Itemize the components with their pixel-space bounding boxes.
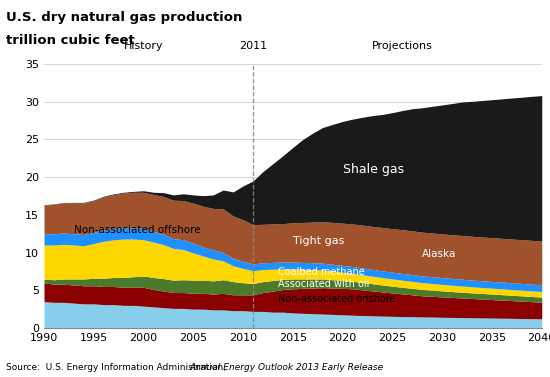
Text: Annual Energy Outlook 2013 Early Release: Annual Energy Outlook 2013 Early Release (190, 363, 384, 372)
Text: trillion cubic feet: trillion cubic feet (6, 34, 134, 47)
Text: Tight gas: Tight gas (293, 236, 344, 246)
Text: Alaska: Alaska (422, 249, 456, 259)
Text: Non-associated offshore: Non-associated offshore (74, 225, 201, 235)
Text: Associated with oil: Associated with oil (278, 279, 369, 289)
Text: Source:  U.S. Energy Information Administration,: Source: U.S. Energy Information Administ… (6, 363, 228, 372)
Text: 2011: 2011 (239, 41, 267, 51)
Text: Coalbed methane: Coalbed methane (278, 267, 365, 277)
Text: Non-associated onshore: Non-associated onshore (278, 294, 395, 304)
Text: Projections: Projections (372, 41, 433, 51)
Text: U.S. dry natural gas production: U.S. dry natural gas production (6, 11, 242, 24)
Text: History: History (124, 41, 163, 51)
Text: Shale gas: Shale gas (343, 163, 404, 176)
